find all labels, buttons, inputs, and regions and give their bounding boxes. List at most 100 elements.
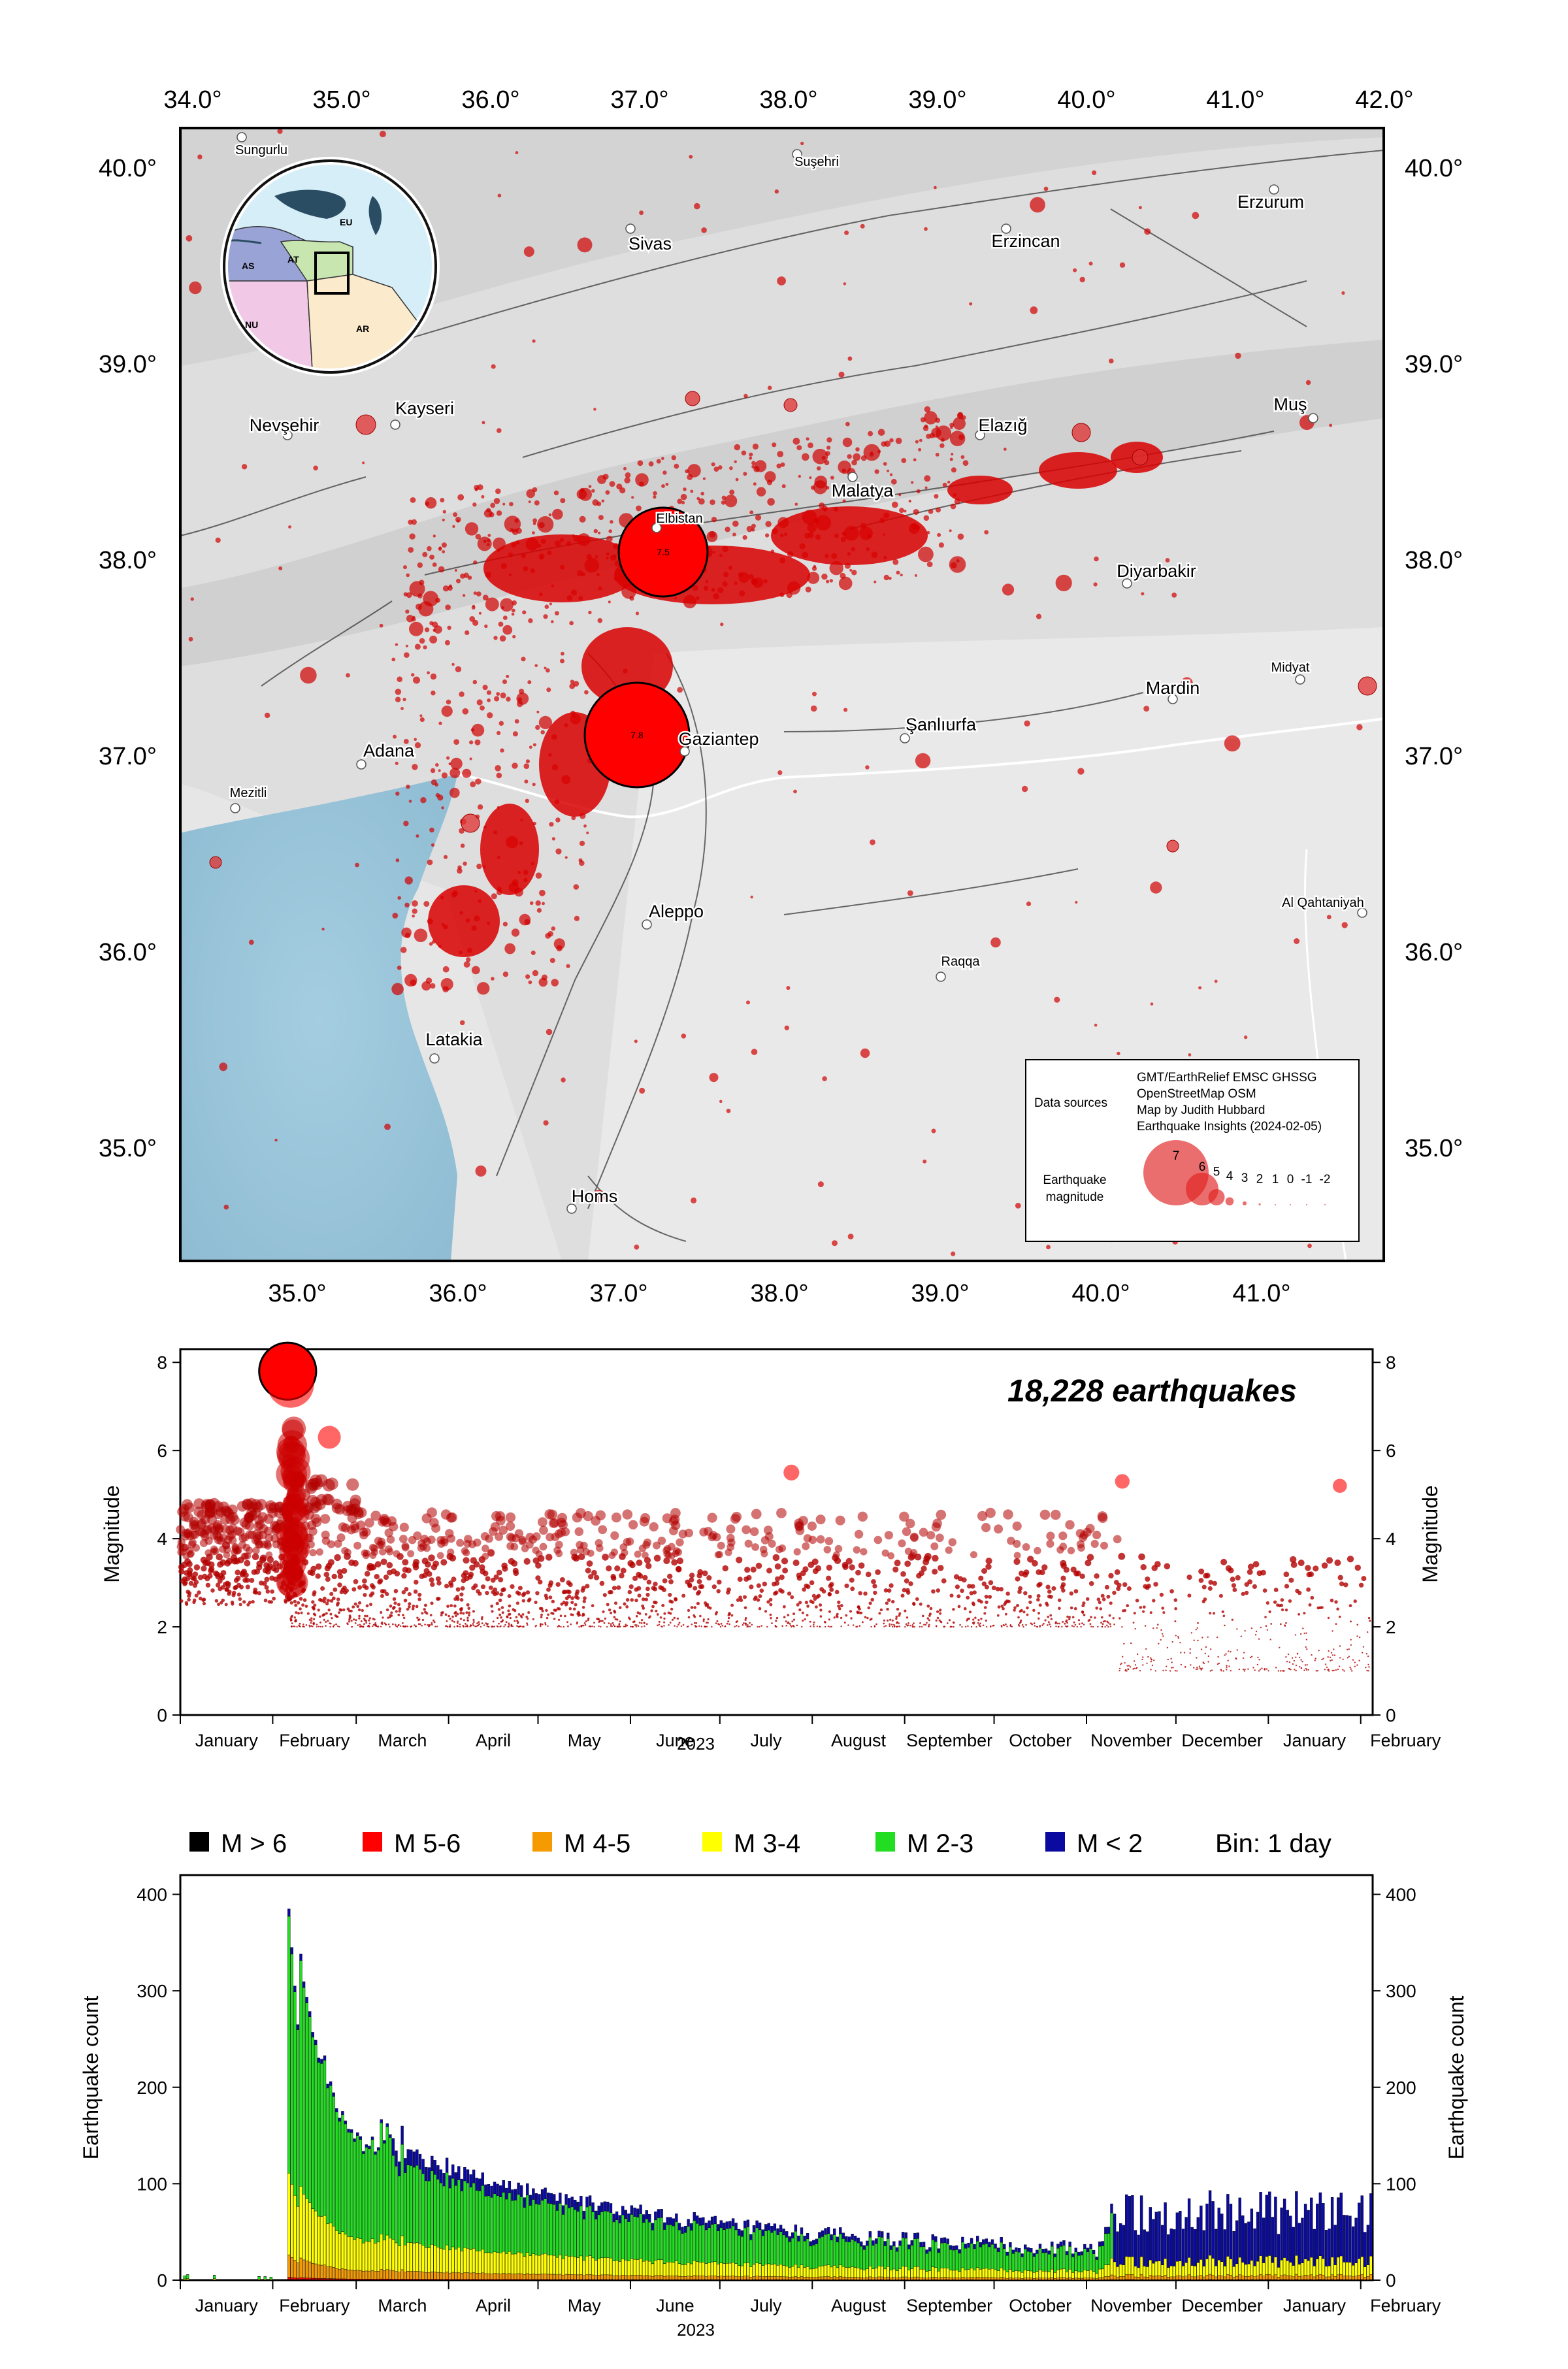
bottom-lon-tick-label: 35.0° — [268, 1280, 326, 1307]
count-month-label: February — [1370, 2296, 1441, 2315]
city-marker — [936, 972, 946, 982]
city-marker — [1295, 674, 1305, 685]
legend-label: M 2-3 — [907, 1829, 973, 1858]
city-label: Al Qahtaniyah — [1282, 896, 1364, 910]
legend-label: M 5-6 — [394, 1829, 461, 1858]
count-month-label: April — [476, 2296, 511, 2315]
city-label: Erzurum — [1237, 192, 1304, 212]
magnitude-month-label: December — [1181, 1731, 1263, 1750]
magnitude-time-plot: 0 0 2 2 4 4 6 6 8 8 Magnitude Magnitude 18,228 ea… — [100, 1341, 1442, 1754]
city-marker — [847, 472, 858, 482]
count-month-label: September — [906, 2296, 992, 2315]
left-lat-tick-label: 38.0° — [99, 547, 157, 574]
city-marker — [792, 149, 802, 159]
mainshock-label-7-8: 7.8 — [630, 730, 644, 740]
plate-label-eu: EU — [340, 217, 352, 227]
legend-magnitude-label: 5 — [1213, 1166, 1220, 1179]
city-marker — [356, 759, 367, 770]
plate-label-at: AT — [287, 254, 299, 265]
magnitude-y-tick-right: 8 — [1386, 1352, 1396, 1373]
legend-label: M 3-4 — [734, 1829, 800, 1858]
right-lat-tick-label: 35.0° — [1405, 1135, 1463, 1162]
city-label: Nevşehir — [250, 416, 319, 435]
bottom-lon-tick-label: 37.0° — [589, 1280, 647, 1307]
mainshock-label-7-5: 7.5 — [657, 547, 670, 557]
city-label: Latakia — [425, 1030, 483, 1049]
count-month-label: January — [1283, 2296, 1347, 2315]
left-lat-tick-label: 39.0° — [99, 351, 157, 378]
count-histogram: M > 6 M 5-6 M 4-5 M 3-4 M 2-3 M < 2 Bin: 1 da… — [79, 1829, 1468, 2340]
city-label: Sivas — [629, 234, 672, 253]
source-line-2: OpenStreetMap OSM — [1137, 1087, 1256, 1101]
legend-magnitude-circle — [1242, 1201, 1247, 1205]
city-label: Kayseri — [395, 399, 454, 418]
magnitude-month-label: June — [656, 1731, 694, 1750]
magnitude-month-label: February — [279, 1731, 350, 1750]
magnitude-y-tick: 4 — [157, 1529, 167, 1549]
bin-label: Bin: 1 day — [1215, 1829, 1331, 1858]
legend-magnitude-label: -1 — [1301, 1173, 1313, 1186]
magnitude-y-tick: 8 — [157, 1352, 167, 1373]
legend-magnitude-label: 7 — [1173, 1149, 1180, 1163]
legend-magnitude-label: 6 — [1199, 1160, 1206, 1174]
right-lat-tick-label: 36.0° — [1405, 939, 1463, 966]
city-marker — [900, 733, 910, 743]
magnitude-month-label: February — [1370, 1731, 1441, 1750]
city-marker — [237, 132, 247, 142]
city-label: Erzincan — [991, 231, 1060, 251]
count-month-label: October — [1009, 2296, 1071, 2315]
magnitude-y-tick-right: 0 — [1386, 1705, 1396, 1725]
top-lon-tick-label: 36.0° — [461, 86, 519, 114]
top-lon-tick-label: 38.0° — [759, 86, 817, 114]
count-ylabel-right: Earthquake count — [1445, 1995, 1468, 2159]
magnitude-class-legend: M > 6 M 5-6 M 4-5 M 3-4 M 2-3 M < 2 — [189, 1829, 1143, 1858]
magnitude-month-label: October — [1009, 1731, 1071, 1750]
legend-swatch — [532, 1832, 552, 1852]
map-legend: Data sources GMT/EarthRelief EMSC GHSSG … — [1025, 1059, 1360, 1242]
count-y-tick-right: 200 — [1386, 2078, 1416, 2098]
magnitude-month-label: April — [476, 1731, 511, 1750]
city-marker — [975, 430, 985, 440]
legend-magnitude-circle — [1290, 1204, 1291, 1205]
highlighted-event-point — [318, 1426, 341, 1449]
magnitude-y-tick-right: 2 — [1386, 1617, 1396, 1637]
legend-magnitude-label: 1 — [1272, 1173, 1279, 1186]
city-marker — [429, 1053, 440, 1064]
magnitude-y-tick: 0 — [157, 1705, 167, 1725]
magnitude-month-label: January — [195, 1731, 259, 1750]
city-label: Diyarbakir — [1117, 561, 1196, 581]
count-y-tick-right: 400 — [1386, 1885, 1416, 1905]
left-lat-tick-label: 36.0° — [99, 939, 157, 966]
magnitude-ylabel-left: Magnitude — [100, 1485, 123, 1582]
mediterranean-sea — [180, 774, 457, 1261]
daily-count-bars — [183, 1908, 1373, 2281]
highlighted-event-point — [1333, 1479, 1347, 1493]
magnitude-y-tick: 2 — [157, 1617, 167, 1637]
city-marker — [1122, 578, 1132, 589]
city-marker — [390, 419, 400, 430]
magnitude-ylabel-right: Magnitude — [1418, 1485, 1442, 1582]
legend-magnitude-label: -2 — [1320, 1173, 1331, 1186]
legend-swatch — [702, 1832, 722, 1852]
city-label: Elazığ — [978, 416, 1027, 435]
highlighted-event-point — [1115, 1474, 1130, 1489]
source-line-1: GMT/EarthRelief EMSC GHSSG — [1137, 1071, 1317, 1085]
city-label: Mezitli — [230, 786, 267, 800]
count-month-label: November — [1090, 2296, 1172, 2315]
magnitude-title-1: Earthquake — [1043, 1173, 1106, 1187]
count-y-tick: 200 — [137, 2078, 167, 2098]
city-label: Adana — [363, 741, 415, 760]
city-marker — [1357, 907, 1367, 918]
top-lon-tick-label: 37.0° — [610, 86, 668, 114]
legend-swatch — [363, 1832, 382, 1852]
legend-swatch — [875, 1832, 895, 1852]
city-label: Mardin — [1146, 678, 1200, 698]
inset-region-box — [314, 252, 350, 295]
bottom-lon-tick-label: 36.0° — [429, 1280, 487, 1307]
right-lat-tick-label: 37.0° — [1405, 743, 1463, 770]
bottom-lon-tick-label: 39.0° — [911, 1280, 969, 1307]
legend-magnitude-circle — [1225, 1197, 1234, 1206]
city-marker — [651, 523, 662, 533]
city-marker — [566, 1203, 577, 1214]
city-label: Muş — [1273, 395, 1307, 414]
